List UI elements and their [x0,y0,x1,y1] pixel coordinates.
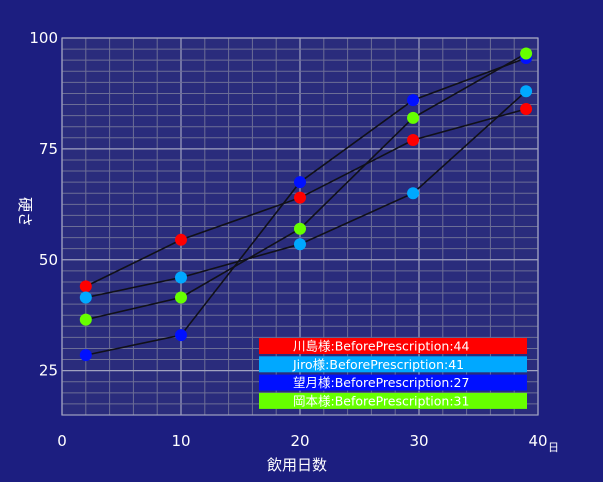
data-point-series-3 [79,349,92,362]
y-tick-label: 75 [39,140,58,158]
y-tick-label: 100 [29,29,58,47]
legend-swatch [259,338,527,354]
legend-entry-2: Jiro様:BeforePrescription:41 [259,356,527,373]
data-point-series-3 [175,329,187,342]
data-points [79,47,533,362]
legend-label: Jiro様:BeforePrescription:41 [292,357,464,372]
legend-label: 川島様:BeforePrescription:44 [293,339,469,354]
legend-entry-4: 岡本様:BeforePrescription:31 [259,392,527,409]
legend-label: 望月様:BeforePrescription:27 [293,375,469,390]
data-point-series-1 [175,233,187,246]
legend-entry-3: 望月様:BeforePrescription:27 [259,374,527,391]
x-axis-unit: 日 [548,441,559,454]
x-tick-label: 30 [409,432,428,450]
tick-labels: 0 10 20 30 40 25 50 75 100 [29,29,547,450]
plot-border [61,37,539,416]
data-point-series-2 [520,85,533,98]
data-point-series-4 [520,47,533,60]
plot-frame [61,37,539,416]
data-point-series-4 [79,313,92,326]
data-point-series-4 [407,111,420,124]
y-tick-label: 50 [39,251,58,269]
legend-entry-1: 川島様:BeforePrescription:44 [259,338,527,354]
y-axis-title: 硬さ [16,197,34,227]
data-point-series-1 [407,134,420,147]
legend-swatch [259,356,527,373]
y-tick-label: 25 [39,362,58,380]
data-point-series-2 [175,271,187,284]
legend-label: 岡本様:BeforePrescription:31 [293,393,469,408]
x-axis-title: 飲用日数 [267,456,327,474]
data-point-series-4 [175,291,187,304]
data-point-series-2 [79,291,92,304]
x-tick-label: 10 [171,432,190,450]
x-tick-label: 40 [528,432,547,450]
data-point-series-2 [294,238,306,251]
data-point-series-3 [407,94,420,107]
x-tick-label: 20 [290,432,309,450]
data-point-series-3 [294,176,306,189]
data-point-series-2 [407,187,420,200]
legend-swatch [259,392,527,409]
legend: 川島様:BeforePrescription:44 Jiro様:BeforePre… [259,338,527,409]
data-point-series-1 [520,102,533,115]
data-point-series-1 [79,280,92,293]
x-tick-label: 0 [57,432,67,450]
data-point-series-1 [294,191,306,204]
data-point-series-4 [294,222,306,235]
legend-swatch [259,374,527,391]
